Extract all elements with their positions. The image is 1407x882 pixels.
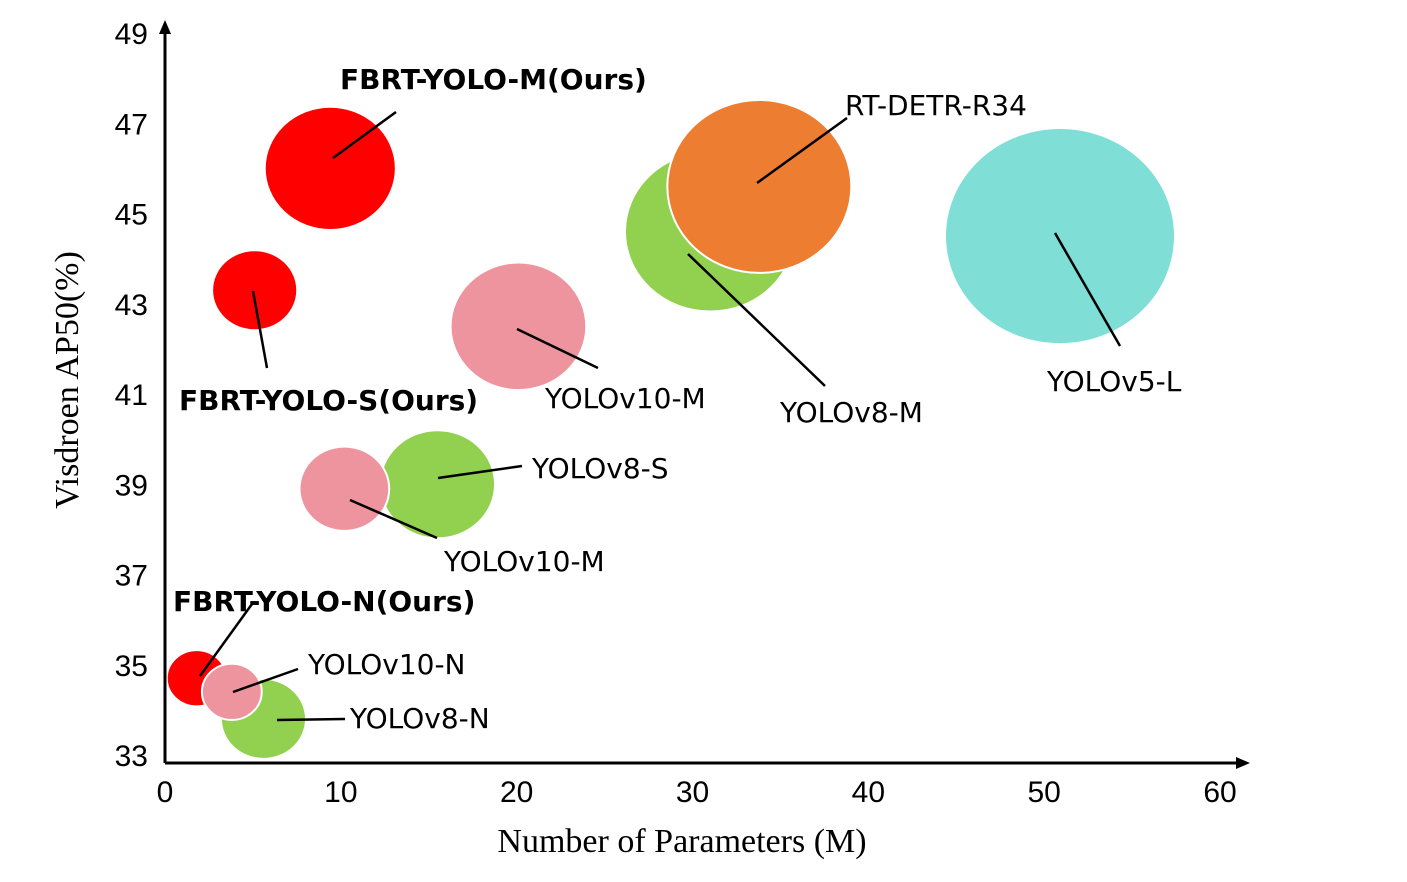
leader-line (687, 253, 826, 387)
x-axis-arrow-icon (1236, 757, 1250, 769)
bubbles-layer (165, 98, 1176, 760)
bubble-label: YOLOv5-L (1046, 365, 1182, 398)
leader-line (198, 603, 254, 677)
y-tick-label: 39 (115, 469, 148, 502)
leader-line (332, 110, 397, 160)
bubble-label: YOLOv10-M (544, 382, 706, 415)
leader-line (251, 290, 269, 369)
leader-lines-layer (198, 110, 1122, 722)
leader-line (1053, 232, 1122, 347)
x-tick-labels: 0 10 20 30 40 50 60 (157, 776, 1237, 809)
y-tick-label: 33 (115, 740, 148, 773)
x-tick-label: 40 (852, 776, 885, 809)
leader-line (756, 116, 848, 185)
x-tick-label: 60 (1203, 776, 1236, 809)
x-tick-label: 0 (157, 776, 174, 809)
bubble-label: YOLOv8-N (349, 702, 490, 735)
bubble-label: YOLOv8-M (779, 396, 923, 429)
y-tick-label: 43 (115, 289, 148, 322)
bubble (943, 126, 1176, 346)
bubble (666, 98, 853, 274)
y-tick-label: 49 (115, 18, 148, 51)
y-tick-label: 35 (115, 650, 148, 683)
bubble-label: RT-DETR-R34 (845, 89, 1027, 122)
bubble (211, 249, 299, 332)
x-tick-label: 20 (500, 776, 533, 809)
leader-line (276, 717, 346, 722)
leader-line (349, 498, 438, 540)
y-tick-label: 37 (115, 560, 148, 593)
x-tick-label: 50 (1027, 776, 1060, 809)
bubble (200, 662, 263, 721)
bubble-label: FBRT-YOLO-S(Ours) (179, 384, 478, 417)
y-axis-arrow-icon (159, 20, 171, 34)
y-tick-label: 45 (115, 199, 148, 232)
leader-line (437, 464, 523, 480)
x-tick-label: 30 (676, 776, 709, 809)
y-axis-label: Visdroen AP50(%) (49, 251, 86, 509)
x-axis-label: Number of Parameters (M) (497, 823, 866, 860)
x-tick-label: 10 (324, 776, 357, 809)
bubble-label: FBRT-YOLO-M(Ours) (340, 63, 647, 96)
y-tick-labels: 33 35 37 39 41 43 45 47 49 (115, 18, 148, 773)
leader-line (232, 667, 299, 694)
bubble (298, 445, 391, 532)
labels-layer: FBRT-YOLO-N(Ours) YOLOv8-N YOLOv10-N YOLOv8… (173, 63, 1182, 735)
bubble (379, 429, 497, 540)
y-tick-label: 41 (115, 379, 148, 412)
bubble-label: YOLOv10-M (443, 545, 605, 578)
y-tick-label: 47 (115, 108, 148, 141)
bubble-label: YOLOv8-S (531, 452, 669, 485)
bubble-label: FBRT-YOLO-N(Ours) (173, 585, 475, 618)
bubble-label: YOLOv10-N (307, 648, 466, 681)
leader-line (516, 327, 599, 370)
bubble (449, 261, 588, 392)
